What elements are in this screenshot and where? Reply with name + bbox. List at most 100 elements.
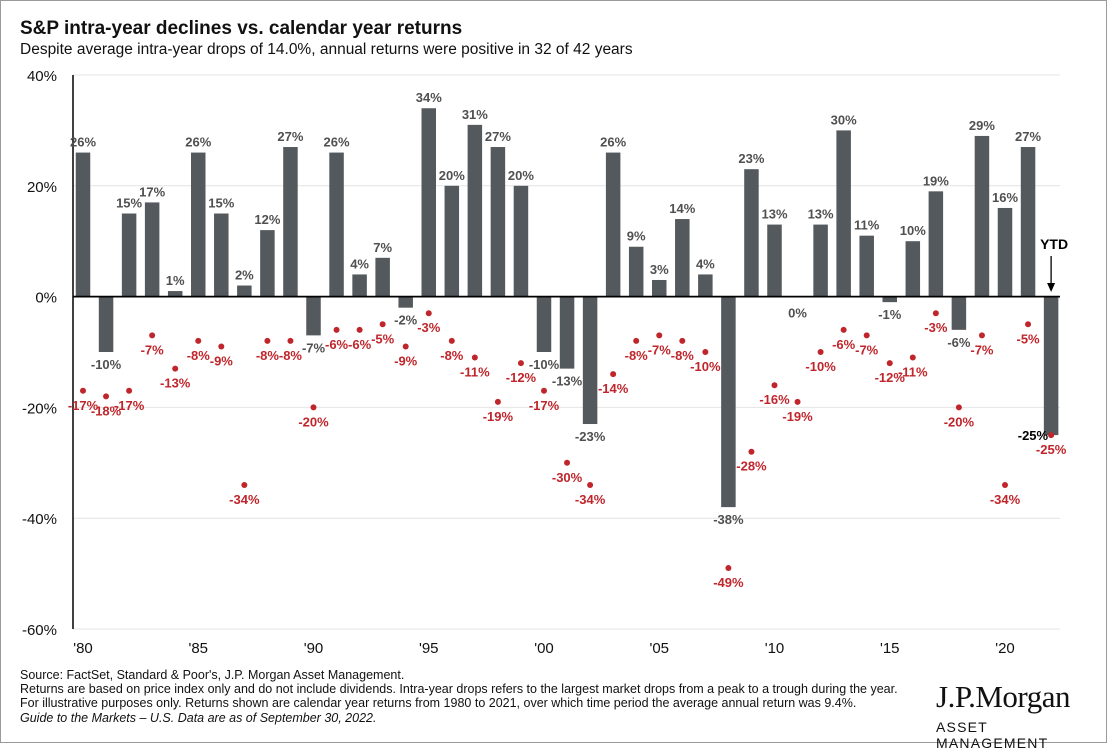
return-bar — [1043, 296, 1059, 436]
return-bar — [237, 285, 252, 297]
chart-title: S&P intra-year declines vs. calendar yea… — [20, 18, 463, 39]
bar-label: 26% — [70, 135, 96, 150]
drop-point — [310, 404, 317, 411]
drop-point — [333, 326, 340, 333]
return-bar — [813, 224, 828, 297]
return-bar — [882, 296, 897, 303]
drop-point — [287, 337, 294, 344]
x-tick-label: '95 — [419, 640, 439, 657]
return-bar — [582, 296, 598, 425]
x-tick-label: '00 — [534, 640, 554, 657]
drop-label: -7% — [855, 342, 879, 357]
return-bar — [859, 235, 874, 297]
x-tick-label: '15 — [880, 640, 900, 657]
return-bar — [974, 135, 990, 297]
bar-label: 17% — [139, 184, 165, 199]
drop-point — [379, 321, 386, 328]
drop-label: -17% — [68, 398, 99, 413]
bar-label: 27% — [1015, 129, 1041, 144]
return-bar — [98, 296, 114, 352]
drop-point — [195, 337, 202, 344]
drop-label: -7% — [970, 342, 994, 357]
drop-label: -13% — [160, 376, 191, 391]
drop-label: -8% — [625, 348, 649, 363]
drop-label: -12% — [875, 370, 906, 385]
drop-point — [517, 360, 524, 367]
return-bar — [652, 279, 667, 297]
return-bar — [1020, 147, 1036, 297]
bar-label: 3% — [650, 262, 669, 277]
return-bar — [75, 152, 91, 297]
drop-label: -5% — [1016, 331, 1040, 346]
bar-label: -13% — [552, 374, 583, 389]
return-bar — [628, 246, 644, 297]
drop-label: -19% — [782, 409, 813, 424]
bar-label: 15% — [116, 196, 142, 211]
return-bar — [951, 296, 967, 330]
bar-label: -2% — [394, 313, 418, 328]
bar-label: 9% — [627, 229, 646, 244]
drop-point — [955, 404, 962, 411]
footnote-guide: Guide to the Markets – U.S. Data are as … — [20, 710, 377, 725]
return-bar — [398, 296, 413, 308]
return-bar — [928, 191, 944, 297]
bar-label: 29% — [969, 118, 995, 133]
drop-label: -14% — [598, 381, 629, 396]
bar-label: 31% — [462, 107, 488, 122]
drop-label: -8% — [671, 348, 695, 363]
logo-subtitle: ASSET MANAGEMENT — [936, 719, 1049, 751]
drop-label: -10% — [805, 359, 836, 374]
drop-point — [840, 326, 847, 333]
bar-label: 13% — [808, 207, 834, 222]
x-tick-label: '20 — [995, 640, 1015, 657]
drop-point — [264, 337, 271, 344]
drop-point — [172, 365, 179, 372]
drop-point — [218, 343, 225, 350]
drop-point — [126, 387, 133, 394]
drop-point — [610, 371, 617, 378]
bar-label: 27% — [277, 129, 303, 144]
return-bar — [513, 185, 529, 297]
ytd-annotation: YTD — [1040, 236, 1068, 252]
logo-name: J.P.Morgan — [936, 679, 1070, 714]
footnote: Source: FactSet, Standard & Poor's, J.P.… — [20, 668, 910, 725]
return-bar — [444, 185, 460, 297]
y-tick-label: -40% — [22, 511, 57, 528]
return-bar — [721, 296, 736, 508]
return-bar — [421, 108, 436, 297]
drop-label: -49% — [713, 575, 744, 590]
drop-point — [863, 332, 870, 339]
drop-label: -17% — [529, 398, 560, 413]
drop-label: -25% — [1036, 442, 1067, 457]
drop-label: -6% — [832, 337, 856, 352]
drop-label: -3% — [924, 320, 948, 335]
return-bar — [698, 274, 713, 297]
drop-label: -11% — [898, 365, 928, 380]
return-bar — [744, 169, 759, 297]
return-bar — [605, 152, 621, 297]
y-tick-label: 0% — [35, 290, 57, 307]
bar-label: -38% — [713, 512, 744, 527]
return-bar — [375, 257, 390, 297]
bar-label: 4% — [696, 256, 715, 271]
bar-label: -7% — [302, 340, 326, 355]
drop-label: -34% — [990, 492, 1021, 507]
drop-point — [494, 398, 501, 405]
drop-point — [149, 332, 156, 339]
drop-point — [725, 565, 732, 572]
drop-point — [103, 393, 110, 400]
drop-label: -12% — [506, 370, 537, 385]
drop-point — [702, 349, 709, 355]
return-bar — [352, 274, 367, 297]
return-bar — [167, 291, 183, 297]
drop-label: -8% — [256, 348, 280, 363]
drop-point — [978, 332, 985, 339]
y-tick-label: 40% — [27, 68, 57, 85]
drop-point — [448, 337, 455, 344]
drop-label: -8% — [187, 348, 211, 363]
bar-label: 13% — [761, 207, 787, 222]
drop-point — [241, 481, 248, 488]
drop-label: -30% — [552, 470, 583, 485]
drop-point — [633, 337, 640, 344]
x-tick-label: '80 — [73, 640, 93, 657]
